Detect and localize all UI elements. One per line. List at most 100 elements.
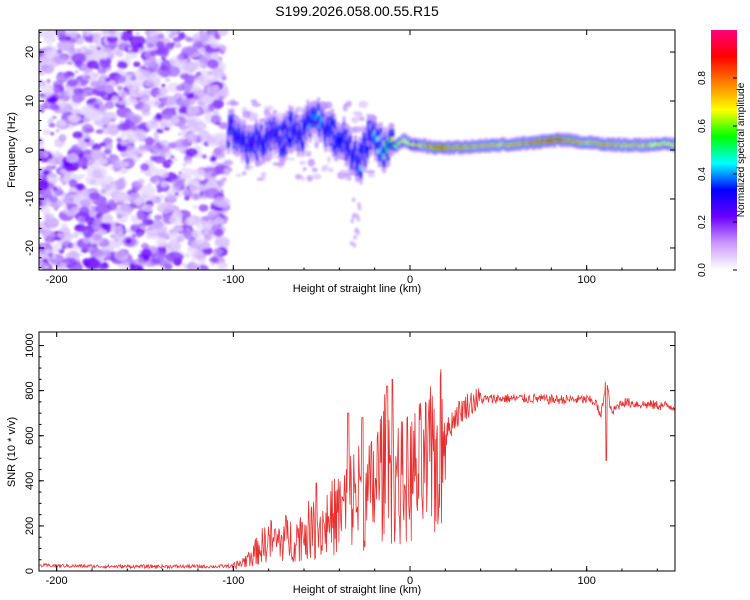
noise-blob <box>99 207 106 213</box>
noise-blob <box>192 168 206 179</box>
noise-blob <box>155 128 164 134</box>
noise-blob <box>83 138 91 143</box>
noise-blob <box>55 128 60 133</box>
scatter-blob <box>311 167 318 173</box>
noise-blob <box>146 43 155 49</box>
noise-blob <box>80 248 89 254</box>
x-tick-label: 100 <box>577 575 595 587</box>
noise-blob <box>103 148 112 155</box>
noise-region <box>39 30 231 270</box>
noise-blob <box>116 232 126 241</box>
scatter-blob <box>353 234 358 240</box>
y-tick-label: 400 <box>24 472 36 490</box>
ridge-cell <box>365 145 369 151</box>
noise-blob <box>178 171 182 175</box>
noise-blob <box>212 162 218 167</box>
ridge-cell <box>284 141 288 148</box>
noise-blob <box>101 175 115 185</box>
spectral-ridge <box>227 97 675 185</box>
noise-blob <box>199 241 211 250</box>
noise-blob <box>200 63 209 69</box>
noise-blob <box>128 35 146 47</box>
noise-blob <box>71 92 84 104</box>
noise-blob <box>88 191 101 201</box>
noise-blob <box>75 183 85 191</box>
noise-blob <box>155 112 163 120</box>
y-tick-label: 1000 <box>24 333 36 357</box>
noise-blob <box>218 48 224 53</box>
noise-blob <box>203 234 212 242</box>
noise-blob <box>39 104 45 111</box>
noise-blob <box>154 214 163 221</box>
x-tick-label: -200 <box>46 575 68 587</box>
noise-blob <box>47 118 54 124</box>
noise-blob <box>181 46 195 57</box>
noise-blob <box>139 103 151 113</box>
ridge-cell <box>287 134 291 140</box>
noise-blob <box>213 196 231 208</box>
noise-blob <box>87 89 93 94</box>
noise-blob <box>145 226 160 237</box>
scatter-blob <box>272 162 283 166</box>
scatter-blob <box>311 173 322 180</box>
noise-blob <box>212 67 225 79</box>
noise-blob <box>203 178 209 182</box>
noise-blob <box>101 222 112 231</box>
noise-blob <box>41 206 51 215</box>
noise-blob <box>206 248 213 252</box>
noise-blob <box>140 163 150 172</box>
noise-blob <box>54 55 69 65</box>
noise-blob <box>48 123 56 128</box>
noise-blob <box>138 222 147 228</box>
noise-blob <box>148 99 161 108</box>
noise-blob <box>140 248 152 259</box>
noise-blob <box>190 251 197 257</box>
noise-blob <box>135 31 140 36</box>
noise-blob <box>170 155 175 159</box>
noise-blob <box>53 150 62 158</box>
colorbar-tick-label: 0.8 <box>697 71 708 85</box>
scatter-blob <box>354 228 359 234</box>
y-tick-label: 600 <box>24 427 36 445</box>
noise-blob <box>130 76 137 81</box>
noise-blob <box>158 226 168 235</box>
noise-blob <box>184 217 195 226</box>
noise-blob <box>66 202 72 207</box>
scatter-blob <box>327 167 334 173</box>
scatter-blob <box>366 169 376 174</box>
noise-blob <box>161 83 166 88</box>
noise-blob <box>72 131 83 139</box>
noise-blob <box>171 30 178 34</box>
x-tick-label: 100 <box>577 274 595 286</box>
noise-blob <box>103 137 113 145</box>
snr-frame <box>38 331 676 572</box>
noise-blob <box>137 43 144 48</box>
noise-blob <box>117 122 131 131</box>
noise-blob <box>142 70 152 78</box>
noise-blob <box>182 263 186 267</box>
noise-blob <box>121 93 125 97</box>
scatter-blob <box>358 100 369 109</box>
noise-blob <box>79 47 84 52</box>
noise-blob <box>137 231 143 236</box>
noise-blob <box>74 70 79 74</box>
y-tick-label: 800 <box>24 381 36 399</box>
noise-blob <box>197 47 206 54</box>
noise-blob <box>212 148 226 158</box>
noise-blob <box>137 147 148 155</box>
noise-blob <box>99 142 107 147</box>
noise-blob <box>117 61 128 69</box>
noise-blob <box>172 36 182 43</box>
noise-blob <box>55 30 66 38</box>
scatter-blob <box>223 168 231 177</box>
noise-blob <box>190 258 195 262</box>
noise-blob <box>149 50 158 57</box>
noise-blob <box>134 183 141 189</box>
noise-blob <box>163 126 170 131</box>
noise-blob <box>159 142 165 147</box>
ridge-cell <box>301 138 305 144</box>
scatter-blob <box>351 213 356 219</box>
noise-blob <box>67 61 73 65</box>
